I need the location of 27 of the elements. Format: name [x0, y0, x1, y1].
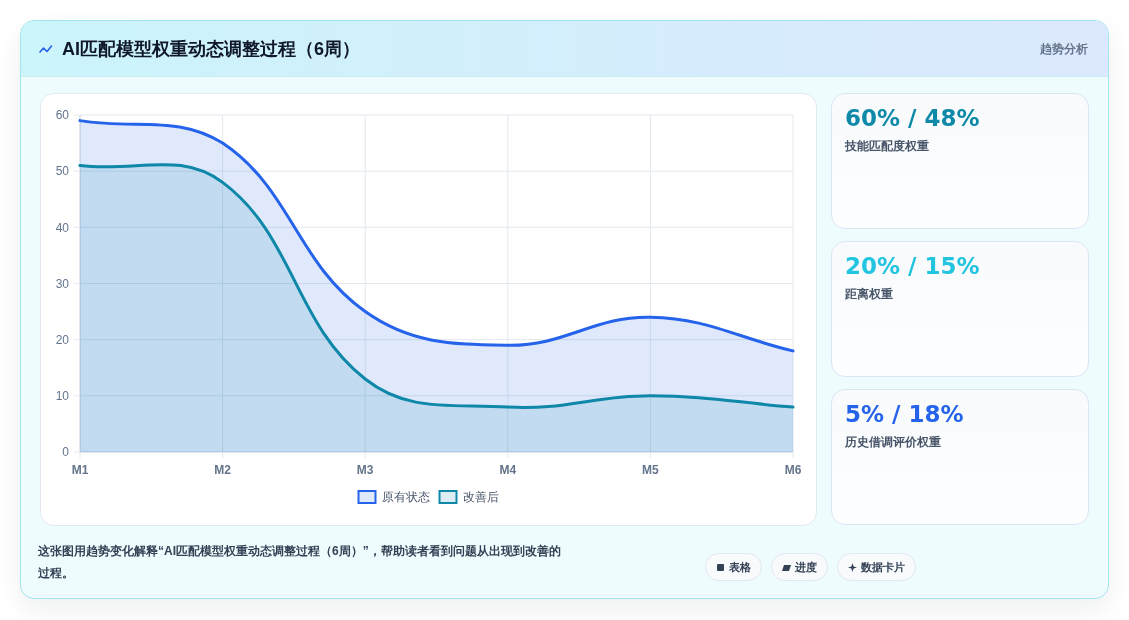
- text: 距离权重: [845, 286, 893, 302]
- x-tick-label: M5: [642, 463, 660, 477]
- chart-title: AI匹配模型权重动态调整过程（6周）: [62, 38, 361, 61]
- legend-label: 原有状态: [381, 490, 430, 505]
- y-tick-label: 0: [62, 445, 70, 460]
- text: 历史借调评价权重: [845, 434, 941, 450]
- text: 20% / 15%: [845, 252, 980, 280]
- text: 进度: [795, 559, 817, 575]
- y-tick-label: 10: [55, 389, 70, 404]
- text: 5% / 18%: [845, 400, 964, 428]
- y-tick-label: 30: [55, 276, 70, 291]
- x-tick-label: M3: [356, 463, 374, 477]
- text: 数据卡片: [861, 559, 905, 575]
- text: 60% / 48%: [845, 104, 980, 132]
- y-tick-label: 20: [55, 332, 70, 347]
- x-tick-label: M6: [784, 463, 802, 477]
- legend-label: 改善后: [462, 490, 499, 505]
- y-tick-label: 50: [55, 164, 70, 179]
- text: 技能匹配度权重: [845, 138, 929, 154]
- x-tick-label: M1: [71, 463, 89, 477]
- x-tick-label: M2: [214, 463, 232, 477]
- x-tick-label: M4: [499, 463, 517, 477]
- text: 表格: [729, 559, 751, 575]
- y-tick-label: 40: [55, 220, 70, 235]
- y-tick-label: 60: [55, 108, 70, 123]
- text: 这张图用趋势变化解释“AI匹配模型权重动态调整过程（6周）”，帮助读者看到问题从出现到改善的过程。: [38, 543, 562, 582]
- text: 趋势分析: [1040, 41, 1088, 58]
